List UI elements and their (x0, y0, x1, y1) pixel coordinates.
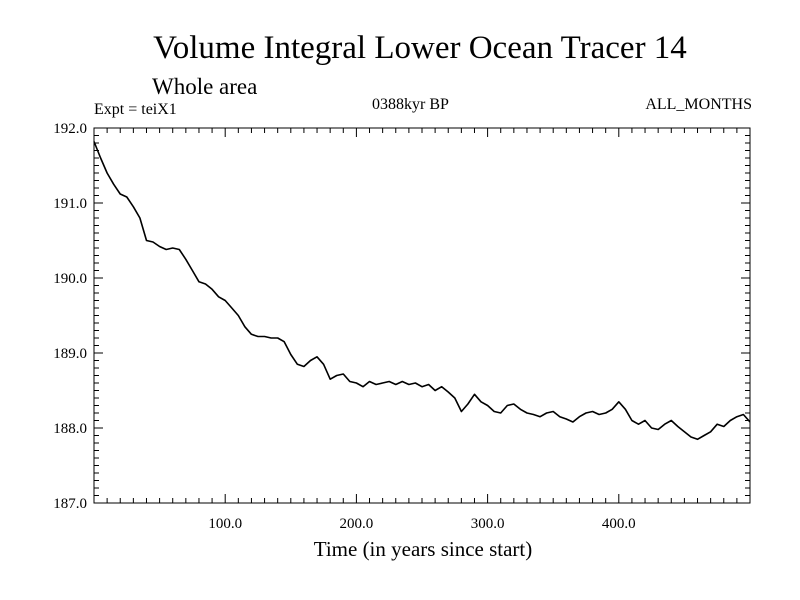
y-tick-label: 187.0 (53, 496, 87, 512)
months-label: ALL_MONTHS (645, 96, 752, 113)
y-tick-label: 189.0 (53, 346, 87, 362)
y-tick-label: 188.0 (53, 421, 87, 437)
series-line (93, 141, 751, 441)
x-tick-label: 200.0 (340, 516, 374, 532)
axis-ticks (94, 128, 750, 503)
axis-tick-labels: 100.0 200.0 300.0 400.0 187.0 188.0 189.0 190.0… (53, 121, 635, 532)
x-tick-label: 400.0 (602, 516, 636, 532)
x-tick-label: 100.0 (208, 516, 242, 532)
x-tick-label: 300.0 (471, 516, 505, 532)
x-axis-label: Time (in years since start) (313, 537, 533, 561)
plot-frame (93, 127, 751, 504)
y-tick-label: 190.0 (53, 271, 87, 287)
experiment-label: Expt = teiX1 (94, 101, 177, 118)
y-tick-label: 191.0 (53, 196, 87, 212)
chart-title: Volume Integral Lower Ocean Tracer 14 (153, 30, 687, 66)
period-label: 0388kyr BP (372, 96, 449, 113)
y-tick-label: 192.0 (53, 121, 87, 137)
chart-subtitle: Whole area (152, 74, 258, 99)
